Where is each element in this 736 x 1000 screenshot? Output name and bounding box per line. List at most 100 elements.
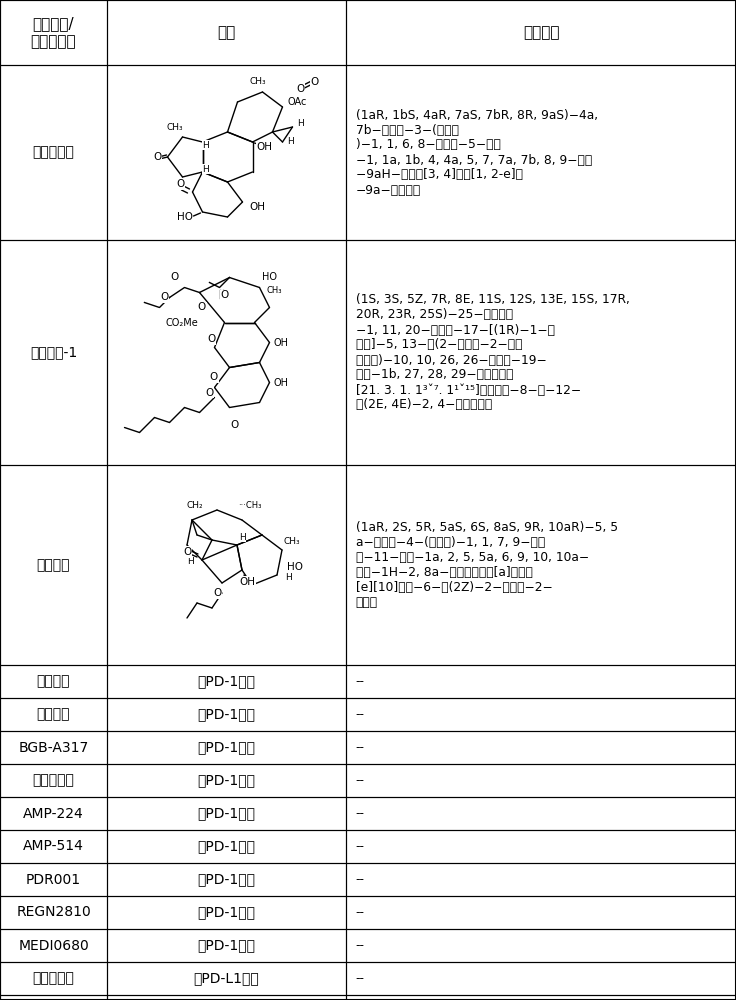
Text: HO: HO bbox=[287, 562, 303, 572]
Text: AMP-514: AMP-514 bbox=[23, 840, 84, 854]
Text: OH: OH bbox=[257, 142, 272, 152]
Text: O: O bbox=[153, 152, 162, 162]
Bar bbox=[107, 797, 346, 830]
Text: 巨大戟醇: 巨大戟醇 bbox=[37, 558, 70, 572]
Bar bbox=[346, 0, 736, 65]
Text: H: H bbox=[287, 137, 294, 146]
Text: H: H bbox=[202, 164, 209, 174]
Text: CH₃: CH₃ bbox=[250, 78, 266, 87]
Bar bbox=[346, 731, 736, 764]
Text: O: O bbox=[183, 547, 191, 557]
Text: CH₃: CH₃ bbox=[266, 286, 282, 295]
Text: 抗PD-1抗体: 抗PD-1抗体 bbox=[197, 774, 255, 788]
Text: 苔藓虫素-1: 苔藓虫素-1 bbox=[30, 346, 77, 360]
Text: H: H bbox=[187, 558, 194, 566]
Text: AMP-224: AMP-224 bbox=[23, 806, 84, 820]
Text: BGB-A317: BGB-A317 bbox=[18, 740, 88, 754]
Bar bbox=[0, 896, 107, 929]
Text: 抗PD-1抗体: 抗PD-1抗体 bbox=[197, 740, 255, 754]
Text: (1aR, 2S, 5R, 5aS, 6S, 8aS, 9R, 10aR)−5, 5
a−二羟基−4−(羟甲基)−1, 1, 7, 9−四甲
基−11−氧代−1: (1aR, 2S, 5R, 5aS, 6S, 8aS, 9R, 10aR)−5,… bbox=[355, 521, 618, 609]
Bar bbox=[346, 995, 736, 1000]
Text: O: O bbox=[210, 372, 218, 382]
Text: H: H bbox=[297, 119, 304, 128]
Bar bbox=[107, 995, 346, 1000]
Text: (1aR, 1bS, 4aR, 7aS, 7bR, 8R, 9aS)−4a,
7b−二羟基−3−(羟甲基
)−1, 1, 6, 8−四甲基−5−氧代
−1, 1: (1aR, 1bS, 4aR, 7aS, 7bR, 8R, 9aS)−4a, 7… bbox=[355, 108, 598, 196]
Text: --: -- bbox=[355, 807, 365, 820]
Text: OH: OH bbox=[250, 202, 266, 212]
Text: ···CH₃: ···CH₃ bbox=[238, 502, 262, 510]
Bar bbox=[0, 929, 107, 962]
Bar bbox=[0, 830, 107, 863]
Text: OH: OH bbox=[274, 377, 289, 387]
Bar bbox=[0, 962, 107, 995]
Text: --: -- bbox=[355, 840, 365, 853]
Text: 抗PD-1抗体: 抗PD-1抗体 bbox=[197, 674, 255, 688]
Text: HO: HO bbox=[177, 212, 193, 222]
Bar bbox=[107, 929, 346, 962]
Text: --: -- bbox=[355, 972, 365, 985]
Bar bbox=[107, 65, 346, 240]
Text: O: O bbox=[297, 84, 305, 94]
Text: 阿特珠单拓: 阿特珠单拓 bbox=[32, 972, 74, 986]
Bar bbox=[107, 962, 346, 995]
Bar bbox=[346, 698, 736, 731]
Bar bbox=[0, 863, 107, 896]
Bar bbox=[107, 863, 346, 896]
Text: H: H bbox=[286, 572, 292, 582]
Bar bbox=[0, 731, 107, 764]
Text: --: -- bbox=[355, 873, 365, 886]
Bar bbox=[107, 731, 346, 764]
Bar bbox=[346, 465, 736, 665]
Bar bbox=[346, 240, 736, 465]
Text: O: O bbox=[170, 272, 179, 282]
Bar bbox=[346, 929, 736, 962]
Text: CH₂: CH₂ bbox=[187, 502, 203, 510]
Text: CH₃: CH₃ bbox=[166, 122, 183, 131]
Text: O: O bbox=[311, 77, 319, 87]
Bar bbox=[107, 764, 346, 797]
Bar bbox=[0, 240, 107, 465]
Text: --: -- bbox=[355, 708, 365, 721]
Text: 抗PD-1抗体: 抗PD-1抗体 bbox=[197, 906, 255, 920]
Text: PDR001: PDR001 bbox=[26, 872, 81, 886]
Text: HO: HO bbox=[262, 272, 277, 282]
Text: CH₃: CH₃ bbox=[283, 538, 300, 546]
Text: 结构: 结构 bbox=[217, 25, 236, 40]
Text: REGN2810: REGN2810 bbox=[16, 906, 91, 920]
Text: 抗PD-1抗体: 抗PD-1抗体 bbox=[197, 708, 255, 722]
Bar bbox=[346, 863, 736, 896]
Bar bbox=[107, 465, 346, 665]
Text: OH: OH bbox=[239, 577, 255, 587]
Text: 抗PD-1抗体: 抗PD-1抗体 bbox=[197, 806, 255, 820]
Text: O: O bbox=[220, 290, 229, 300]
Text: 化学名称: 化学名称 bbox=[523, 25, 559, 40]
Text: 抗PD-1抗体: 抗PD-1抗体 bbox=[197, 938, 255, 952]
Text: O: O bbox=[208, 334, 216, 344]
Text: --: -- bbox=[355, 774, 365, 787]
Bar bbox=[0, 65, 107, 240]
Bar bbox=[346, 797, 736, 830]
Bar bbox=[346, 665, 736, 698]
Bar bbox=[107, 896, 346, 929]
Bar bbox=[346, 65, 736, 240]
Bar bbox=[346, 962, 736, 995]
Text: 通用名称/
化合物编号: 通用名称/ 化合物编号 bbox=[31, 16, 77, 49]
Text: CO₂Me: CO₂Me bbox=[165, 318, 198, 328]
Bar bbox=[346, 896, 736, 929]
Text: OH: OH bbox=[274, 338, 289, 348]
Bar bbox=[0, 764, 107, 797]
Text: O: O bbox=[230, 420, 238, 430]
Bar bbox=[107, 0, 346, 65]
Bar bbox=[107, 830, 346, 863]
Text: --: -- bbox=[355, 939, 365, 952]
Text: O: O bbox=[205, 387, 213, 397]
Bar bbox=[0, 465, 107, 665]
Bar bbox=[0, 665, 107, 698]
Text: --: -- bbox=[355, 741, 365, 754]
Text: H: H bbox=[202, 140, 209, 149]
Text: 皮地珠单拓: 皮地珠单拓 bbox=[32, 774, 74, 788]
Bar bbox=[0, 995, 107, 1000]
Text: 抗PD-1抗体: 抗PD-1抗体 bbox=[197, 872, 255, 886]
Text: 纳武单拓: 纳武单拓 bbox=[37, 674, 70, 688]
Text: O: O bbox=[177, 179, 185, 189]
